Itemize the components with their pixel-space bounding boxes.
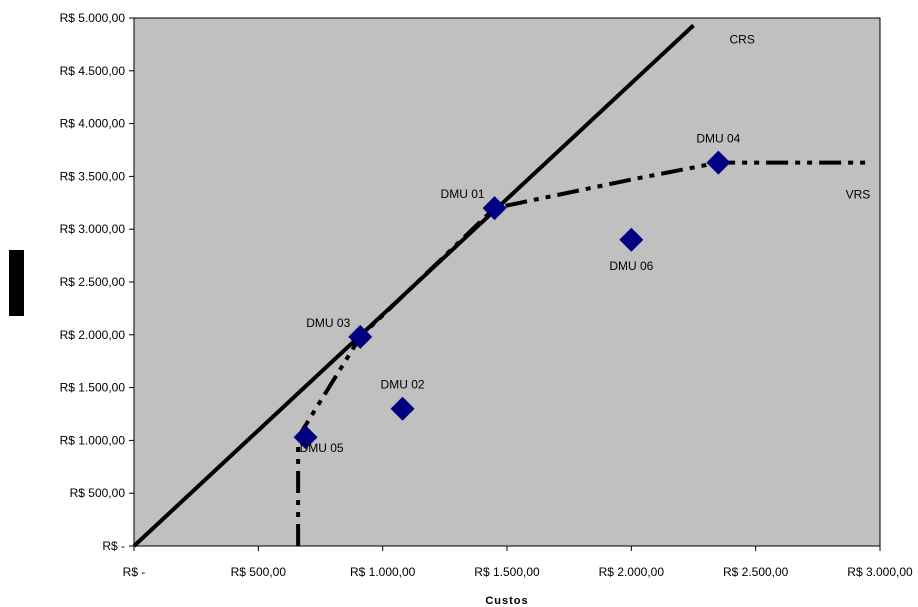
- data-point-label: DMU 01: [441, 187, 485, 201]
- data-point-label: DMU 06: [609, 259, 653, 273]
- data-point-label: DMU 04: [696, 132, 740, 146]
- y-axis-label-bar: [9, 250, 24, 316]
- data-point-marker: [706, 150, 731, 175]
- y-tick-label: R$ 2.500,00: [60, 275, 126, 289]
- data-point-label: DMU 03: [306, 316, 350, 330]
- data-point-marker: [293, 425, 318, 450]
- y-tick-label: R$ 4.000,00: [60, 117, 126, 131]
- data-point-marker: [390, 396, 415, 421]
- x-tick-label: R$ 2.000,00: [599, 565, 665, 579]
- x-tick-label: R$ 1.000,00: [350, 565, 416, 579]
- y-tick-label: R$ 1.000,00: [60, 433, 126, 447]
- line-label-crs: CRS: [730, 32, 755, 46]
- y-tick-label: R$ 3.500,00: [60, 169, 126, 183]
- data-point-marker: [619, 227, 644, 252]
- data-points: [293, 150, 731, 450]
- y-tick-label: R$ 1.500,00: [60, 381, 126, 395]
- y-tick-label: R$ -: [102, 539, 125, 553]
- y-tick-label: R$ 3.000,00: [60, 222, 126, 236]
- y-axis: R$ - R$ 500,00 R$ 1.000,00 R$ 1.500,00 R$ 2.…: [60, 11, 134, 553]
- data-point-marker: [348, 324, 373, 349]
- x-tick-label: R$ 1.500,00: [474, 565, 540, 579]
- data-point-label: DMU 02: [381, 378, 425, 392]
- line-labels: CRS VRS: [730, 32, 871, 201]
- data-point-marker: [482, 196, 507, 221]
- y-tick-label: R$ 5.000,00: [60, 11, 126, 25]
- x-tick-label: R$ 500,00: [231, 565, 287, 579]
- point-labels: DMU 01 DMU 02 DMU 03 DMU 04 DMU 05 DMU 06: [300, 132, 741, 456]
- line-label-vrs: VRS: [846, 188, 871, 202]
- x-tick-label: R$ 3.000,00: [847, 565, 913, 579]
- x-tick-label: R$ -: [123, 565, 146, 579]
- data-point-label: DMU 05: [300, 441, 344, 455]
- x-axis: R$ - R$ 500,00 R$ 1.000,00 R$ 1.500,00 R$ 2.…: [123, 546, 913, 579]
- y-tick-label: R$ 4.500,00: [60, 64, 126, 78]
- plot-area: [133, 17, 881, 547]
- y-tick-label: R$ 2.000,00: [60, 328, 126, 342]
- frontier-crs: [132, 23, 695, 548]
- x-axis-title: Custos: [485, 595, 528, 607]
- x-tick-label: R$ 2.500,00: [723, 565, 789, 579]
- y-tick-label: R$ 500,00: [70, 486, 126, 500]
